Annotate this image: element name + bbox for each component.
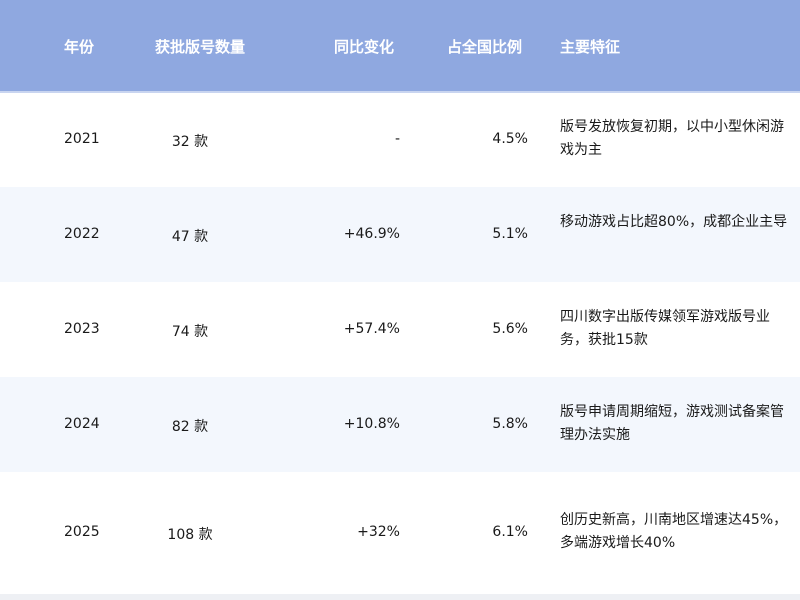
cell-share: 5.6% (492, 320, 528, 337)
cell-count: 47 款 (171, 228, 209, 245)
header-count: 获批版号数量 (155, 38, 246, 56)
cell-year: 2023 (64, 320, 100, 337)
cell-count: 32 款 (171, 134, 209, 150)
cell-year: 2024 (64, 415, 100, 432)
cell-feature: 移动游戏占比超80%，成都企业主导 (560, 213, 788, 230)
cell-yoy: +46.9% (343, 225, 400, 242)
cell-feature: 四川数字出版传媒领军游戏版号业务，获批15款 (560, 308, 770, 348)
cell-share: 5.8% (492, 415, 528, 432)
cell-feature: 创历史新高，川南地区增速达45%，多端游戏增长40% (560, 512, 788, 551)
cell-count: 82 款 (171, 418, 209, 435)
header-year: 年份 (64, 38, 95, 56)
cell-count: 108 款 (167, 527, 213, 543)
table-header: 年份 获批版号数量 同比变化 占全国比例 主要特征 (0, 0, 800, 93)
table-row: 2022 47 款 +46.9% 5.1% 移动游戏占比超80%，成都企业主导 (0, 187, 800, 282)
cell-count: 74 款 (171, 323, 209, 340)
cell-yoy: +57.4% (343, 320, 400, 337)
cell-yoy: - (394, 131, 400, 147)
cell-feature: 版号发放恢复初期，以中小型休闲游戏为主 (560, 119, 784, 158)
cell-year: 2021 (64, 131, 100, 147)
cell-yoy: +32% (357, 524, 400, 540)
cell-share: 5.1% (492, 225, 528, 242)
header-share: 占全国比例 (447, 38, 523, 56)
table-row: 2023 74 款 +57.4% 5.6% 四川数字出版传媒领军游戏版号业务，获批15款 (0, 282, 800, 377)
table-row: 2021 32 款 - 4.5% 版号发放恢复初期，以中小型休闲游戏为主 (0, 93, 800, 187)
cell-year: 2022 (64, 225, 100, 242)
header-feature: 主要特征 (560, 38, 621, 56)
cell-share: 4.5% (492, 131, 528, 147)
table-row: 2024 82 款 +10.8% 5.8% 版号申请周期缩短，游戏测试备案管理办法实施 (0, 377, 800, 472)
header-yoy: 同比变化 (334, 38, 395, 56)
cell-yoy: +10.8% (343, 415, 400, 432)
cell-year: 2025 (64, 524, 100, 540)
table-bottom-border (0, 594, 800, 600)
table-row: 2025 108 款 +32% 6.1% 创历史新高，川南地区增速达45%，多端游戏增长… (0, 472, 800, 594)
cell-share: 6.1% (492, 524, 528, 540)
cell-feature: 版号申请周期缩短，游戏测试备案管理办法实施 (560, 403, 784, 443)
